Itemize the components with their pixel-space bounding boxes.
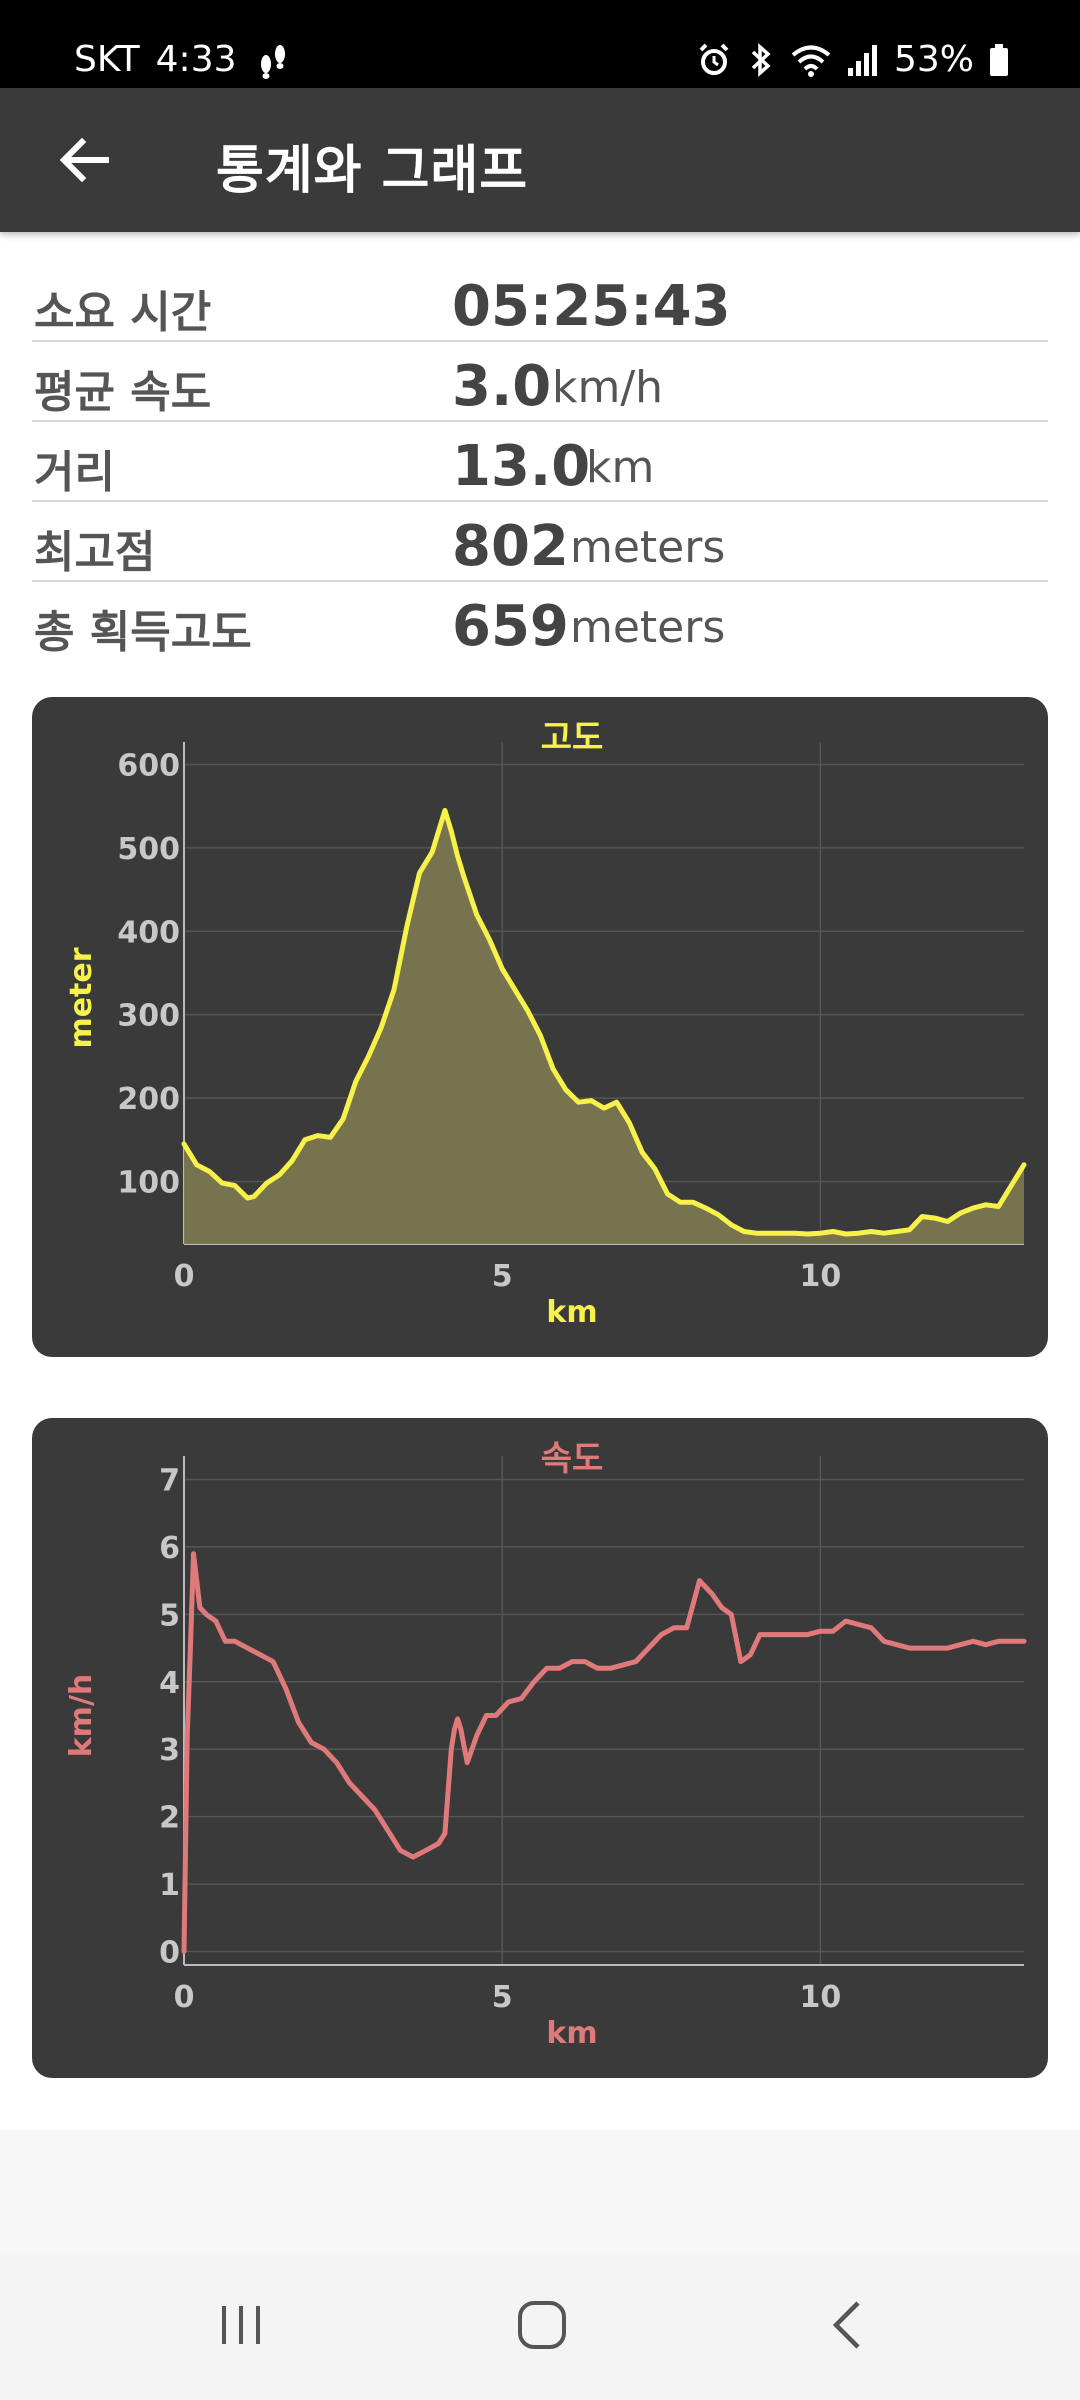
y-tick-label: 100 — [117, 1165, 180, 1200]
home-button[interactable] — [497, 2285, 587, 2365]
battery-percent: 53% — [893, 39, 974, 80]
chart-title: 고도 — [541, 718, 604, 758]
stat-value: 659 — [452, 594, 569, 659]
stat-label: 총 획득고도 — [34, 607, 252, 658]
stat-value: 802 — [452, 514, 569, 579]
footsteps-icon — [260, 45, 285, 79]
speed-line — [181, 1551, 1027, 1954]
y-axis-label: km/h — [64, 1674, 99, 1758]
x-tick-label: 10 — [799, 1259, 841, 1294]
y-tick-label: 600 — [117, 749, 180, 784]
signal-icon — [847, 45, 877, 76]
y-tick-label: 200 — [117, 1082, 180, 1117]
stat-label: 최고점 — [34, 527, 156, 578]
recent-apps-icon — [222, 2306, 260, 2344]
back-button[interactable] — [48, 124, 120, 196]
wifi-icon — [791, 45, 831, 77]
stat-value: 13.0 — [452, 434, 591, 499]
x-axis-label: km — [546, 2016, 597, 2051]
chevron-left-icon — [832, 2301, 860, 2349]
stat-label: 소요 시간 — [34, 287, 212, 338]
x-axis-label: km — [546, 1295, 597, 1330]
stat-value: 05:25:43 — [452, 274, 731, 339]
y-tick-label: 4 — [159, 1666, 180, 1701]
stat-unit: km — [586, 442, 655, 493]
y-axis-label: meter — [64, 947, 99, 1048]
stat-value: 3.0 — [452, 354, 552, 419]
status-right: 53% — [696, 38, 1010, 82]
x-tick-label: 0 — [174, 1259, 195, 1294]
x-tick-label: 0 — [174, 1980, 195, 2015]
content-footer-space — [0, 2130, 1080, 2255]
y-tick-label: 1 — [159, 1868, 180, 1903]
stat-unit: km/h — [552, 362, 664, 413]
y-tick-label: 5 — [159, 1598, 180, 1633]
stat-label: 평균 속도 — [34, 367, 212, 418]
bluetooth-icon — [751, 43, 771, 77]
alarm-icon — [699, 43, 729, 75]
carrier-label: SKT — [74, 39, 140, 80]
battery-icon — [990, 44, 1008, 76]
y-tick-label: 0 — [159, 1936, 180, 1971]
y-tick-label: 7 — [159, 1463, 180, 1498]
y-tick-label: 6 — [159, 1531, 180, 1566]
home-icon — [518, 2301, 566, 2349]
stat-row-elevation-gain: 총 획득고도 659 meters — [32, 582, 1048, 662]
x-tick-label: 5 — [492, 1259, 513, 1294]
clock: 4:33 — [155, 39, 237, 80]
y-tick-label: 300 — [117, 999, 180, 1034]
stat-unit: meters — [570, 522, 726, 573]
stat-row-distance: 거리 13.0 km — [32, 422, 1048, 502]
stat-row-avg-speed: 평균 속도 3.0 km/h — [32, 342, 1048, 422]
stat-row-highest-point: 최고점 802 meters — [32, 502, 1048, 582]
stat-unit: meters — [570, 602, 726, 653]
stats-table: 소요 시간 05:25:43 평균 속도 3.0 km/h 거리 13.0 km… — [32, 262, 1048, 662]
elevation-line — [181, 807, 1027, 1237]
back-nav-button[interactable] — [802, 2285, 892, 2365]
y-tick-label: 400 — [117, 915, 180, 950]
arrow-left-icon — [59, 137, 109, 183]
navigation-bar — [0, 2255, 1080, 2400]
y-tick-label: 2 — [159, 1801, 180, 1836]
x-tick-label: 10 — [799, 1980, 841, 2015]
page-title: 통계와 그래프 — [216, 141, 529, 201]
stat-label: 거리 — [34, 447, 115, 498]
recent-apps-button[interactable] — [196, 2285, 286, 2365]
speed-chart: 0 1 2 3 4 5 6 7 0 5 10 속도 km km/h — [64, 1439, 1027, 2051]
y-tick-label: 3 — [159, 1733, 180, 1768]
elevation-chart: 100 200 300 400 500 600 0 5 10 고도 km meter — [64, 718, 1027, 1330]
x-tick-label: 5 — [492, 1980, 513, 2015]
status-bar: SKT 4:33 53% — [0, 0, 1080, 88]
elevation-area — [184, 810, 1024, 1244]
elevation-chart-card: 100 200 300 400 500 600 0 5 10 고도 km meter — [32, 697, 1048, 1357]
y-tick-label: 500 — [117, 832, 180, 867]
status-left: SKT 4:33 — [74, 38, 293, 82]
app-bar: 통계와 그래프 — [0, 88, 1080, 232]
speed-chart-card: 0 1 2 3 4 5 6 7 0 5 10 속도 km km/h — [32, 1418, 1048, 2078]
stat-row-duration: 소요 시간 05:25:43 — [32, 262, 1048, 342]
chart-title: 속도 — [541, 1439, 604, 1479]
